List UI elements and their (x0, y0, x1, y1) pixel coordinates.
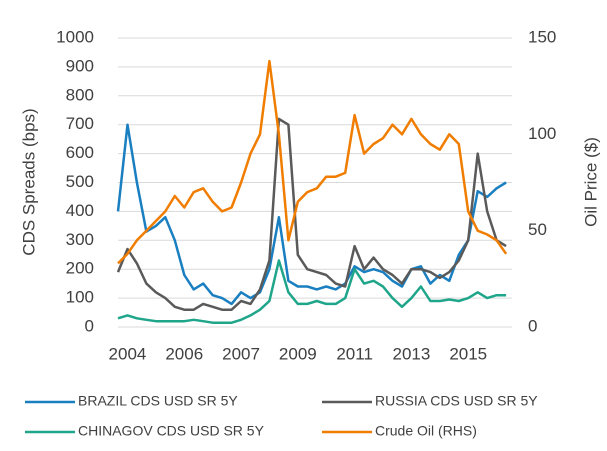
legend-label: CHINAGOV CDS USD SR 5Y (78, 423, 265, 439)
x-tick-label: 2004 (109, 344, 147, 363)
y-tick-label: 200 (66, 259, 94, 278)
y2-axis-title: Oil Price ($) (581, 137, 600, 227)
y-tick-label: 1000 (56, 27, 94, 46)
y-tick-label: 400 (66, 201, 94, 220)
y-tick-label: 500 (66, 172, 94, 191)
y2-tick-label: 100 (528, 124, 556, 143)
y2-tick-label: 50 (528, 220, 547, 239)
y-tick-label: 100 (66, 288, 94, 307)
legend-label: RUSSIA CDS USD SR 5Y (375, 393, 538, 409)
y-tick-label: 900 (66, 56, 94, 75)
y2-tick-label: 0 (528, 316, 537, 335)
legend-label: Crude Oil (RHS) (375, 423, 477, 439)
y-tick-label: 600 (66, 143, 94, 162)
y-tick-label: 700 (66, 114, 94, 133)
x-tick-label: 2011 (336, 344, 373, 363)
y-tick-label: 800 (66, 85, 94, 104)
y-axis-title: CDS Spreads (bps) (19, 108, 38, 255)
series-line (117, 59, 508, 265)
series-line (116, 117, 507, 311)
x-tick-label: 2009 (279, 344, 317, 363)
x-tick-label: 2007 (222, 344, 260, 363)
legend-label: BRAZIL CDS USD SR 5Y (78, 393, 238, 409)
x-tick-label: 2006 (165, 344, 203, 363)
series-line (117, 259, 507, 324)
y-tick-label: 0 (85, 316, 94, 335)
x-tick-label: 2015 (449, 344, 487, 363)
y-tick-label: 300 (66, 230, 94, 249)
y2-tick-label: 150 (528, 27, 556, 46)
series-line (116, 123, 507, 306)
x-tick-label: 2013 (393, 344, 431, 363)
